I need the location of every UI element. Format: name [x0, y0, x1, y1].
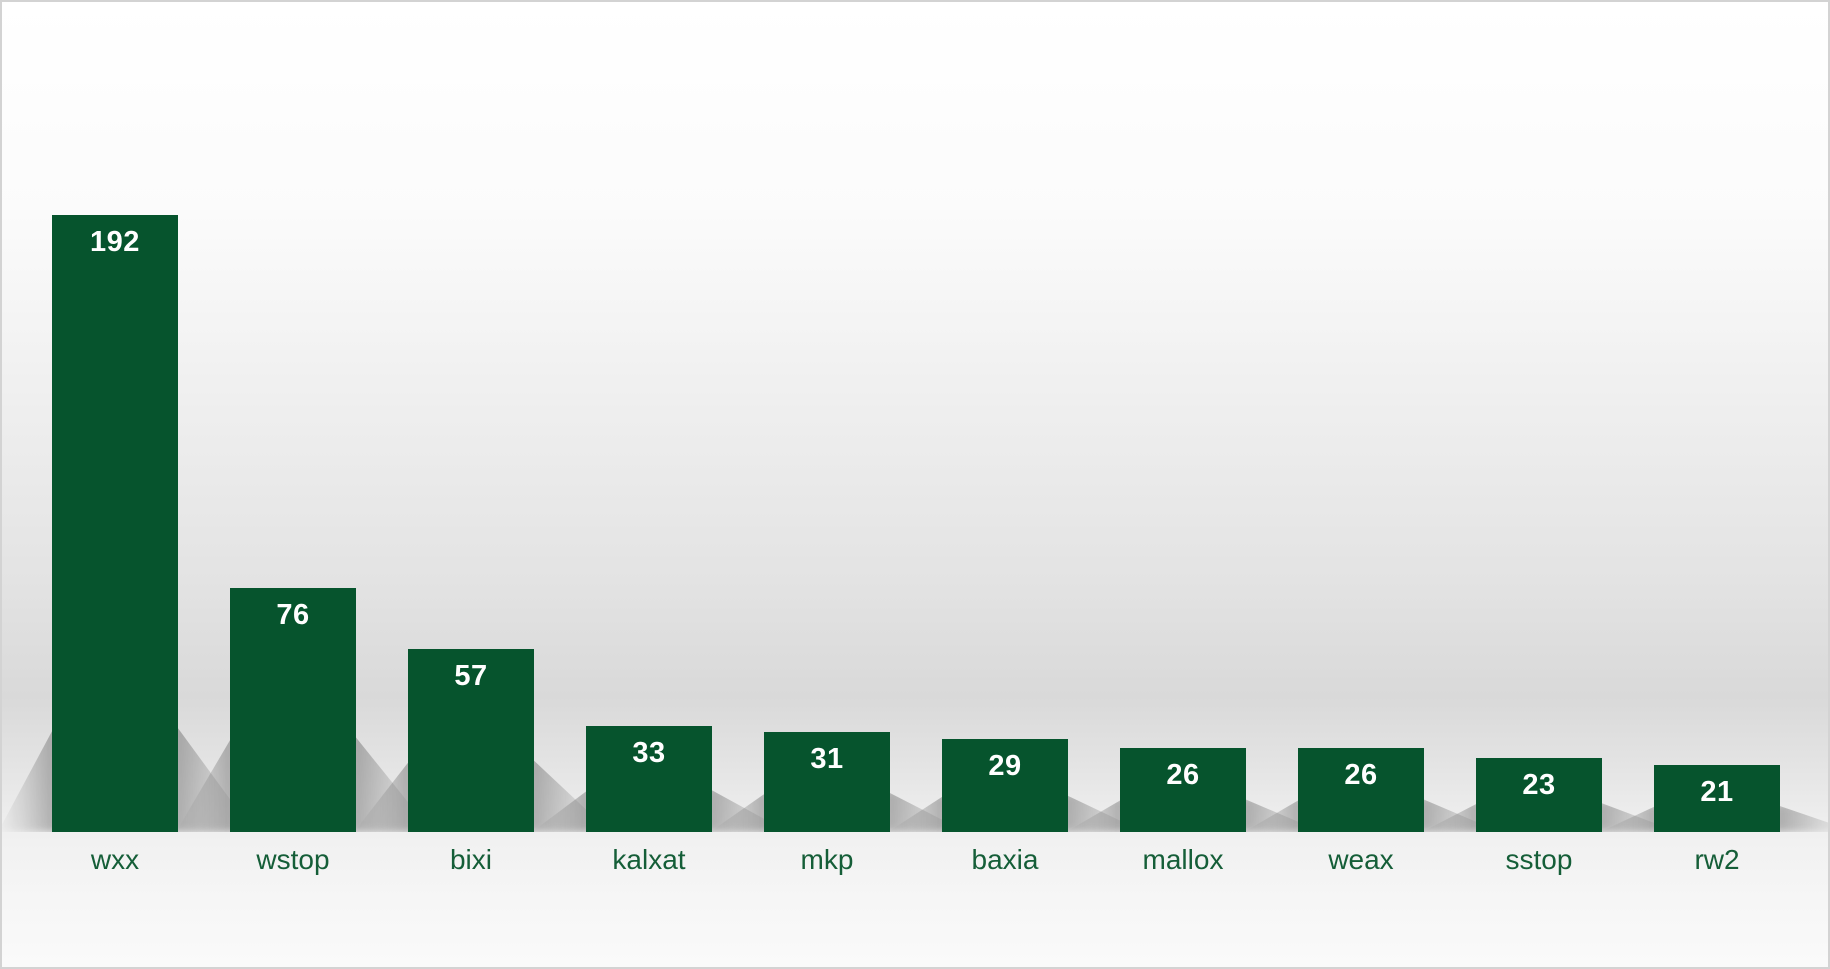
bar-category-label: mallox: [1142, 844, 1224, 875]
bar-kalxat[interactable]: 33: [586, 726, 712, 832]
bar-value-label: 29: [988, 750, 1022, 782]
bar-shadow-right: [1774, 804, 1828, 832]
bar-wxx[interactable]: 192: [52, 215, 178, 832]
bar-value-label: 31: [810, 743, 844, 775]
bar-category-label: mkp: [800, 844, 854, 875]
bar-shadow-left: [2, 720, 58, 832]
bar-value-label: 192: [90, 226, 140, 258]
bar-category-label: wstop: [256, 844, 330, 875]
bar-value-label: 33: [632, 737, 666, 769]
bar-sstop[interactable]: 23: [1476, 758, 1602, 832]
plot-area: 192 76 57 33 31 29 26 26 23 21: [2, 2, 1828, 835]
bar-category-label: rw2: [1694, 844, 1740, 875]
bar-wstop[interactable]: 76: [230, 588, 356, 832]
bar-value-label: 26: [1166, 759, 1200, 791]
bar-category-label: wxx: [90, 844, 140, 875]
bar-category-label: baxia: [971, 844, 1039, 875]
bar-rw2[interactable]: 21: [1654, 765, 1780, 832]
bar-value-label: 21: [1700, 776, 1734, 808]
bar-mallox[interactable]: 26: [1120, 748, 1246, 832]
bar-value-label: 76: [276, 599, 310, 631]
bar-bixi[interactable]: 57: [408, 649, 534, 832]
bar-mkp[interactable]: 31: [764, 732, 890, 832]
bar-weax[interactable]: 26: [1298, 748, 1424, 832]
bar-category-label: weax: [1328, 844, 1394, 875]
bar-value-label: 57: [454, 660, 488, 692]
bar-category-label: bixi: [449, 844, 492, 875]
bar-category-label: sstop: [1505, 844, 1573, 875]
bar-category-label: kalxat: [612, 844, 686, 875]
bar-value-label: 26: [1344, 759, 1378, 791]
bar-baxia[interactable]: 29: [942, 739, 1068, 832]
bar-value-label: 23: [1522, 769, 1556, 801]
